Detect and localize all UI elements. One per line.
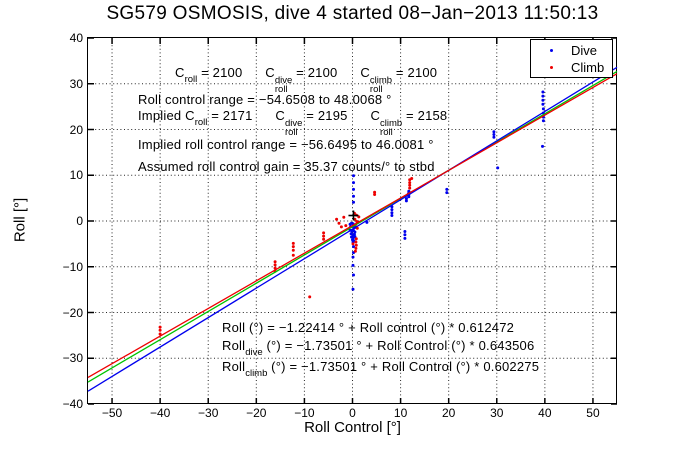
legend-marker-icon: [550, 48, 553, 52]
legend-item-dive: Dive: [531, 42, 612, 59]
y-tick-label: 0: [76, 214, 83, 228]
x-tick-label: 20: [441, 406, 456, 420]
y-axis-label: Roll [°]: [11, 197, 29, 243]
y-tick-label: −30: [62, 351, 83, 366]
fit-dive-line: [87, 66, 618, 392]
x-tick-label: 50: [586, 406, 600, 420]
annotation-text: Roll control range = −54.6508 to 48.0068…: [138, 92, 392, 107]
y-tick-label: −20: [62, 305, 83, 320]
y-tick-label: 40: [69, 31, 83, 45]
x-tick-label: 10: [393, 406, 408, 420]
x-tick-label: −30: [198, 406, 219, 420]
annotation-text: Assumed roll control gain = 35.37 counts…: [138, 159, 435, 174]
dive-points: [348, 90, 545, 291]
y-tick-label: −40: [62, 397, 83, 411]
fit-climb-line: [87, 73, 618, 379]
origin-plus-marker: [348, 210, 359, 221]
x-tick-label: 0: [349, 406, 356, 420]
y-tick-label: −10: [62, 259, 83, 274]
legend-item-climb: Climb: [531, 59, 612, 76]
fit-all-line: [87, 70, 618, 383]
legend-marker-icon: [550, 65, 553, 69]
x-tick-label: 40: [538, 406, 552, 420]
y-tick-label: 30: [69, 76, 83, 91]
climb-points: [158, 177, 414, 336]
x-axis-label: Roll Control [°]: [304, 419, 401, 436]
y-tick-label: 20: [69, 122, 83, 137]
x-tick-label: −20: [246, 406, 267, 420]
annotation-text: Rollclimb (°) = −1.73501 ° + Roll Contro…: [222, 359, 540, 380]
x-tick-label: −40: [149, 406, 171, 420]
x-tick-label: −10: [294, 406, 315, 420]
chart-title: SG579 OSMOSIS, dive 4 started 08−Jan−201…: [106, 3, 599, 24]
legend-label: Dive: [571, 42, 598, 58]
annotation-text: Rolldive (°) = −1.73501 ° + Roll Control…: [222, 338, 535, 359]
legend: Dive Climb: [530, 39, 613, 78]
annotation-text: Roll (°) = −1.22414 ° + Roll control (°)…: [222, 320, 515, 335]
x-tick-label: 30: [490, 406, 504, 420]
legend-label: Climb: [571, 59, 605, 75]
annotation-text: Implied roll control range = −56.6495 to…: [138, 137, 434, 152]
y-tick-label: 10: [69, 168, 83, 183]
x-tick-label: −50: [101, 406, 123, 420]
